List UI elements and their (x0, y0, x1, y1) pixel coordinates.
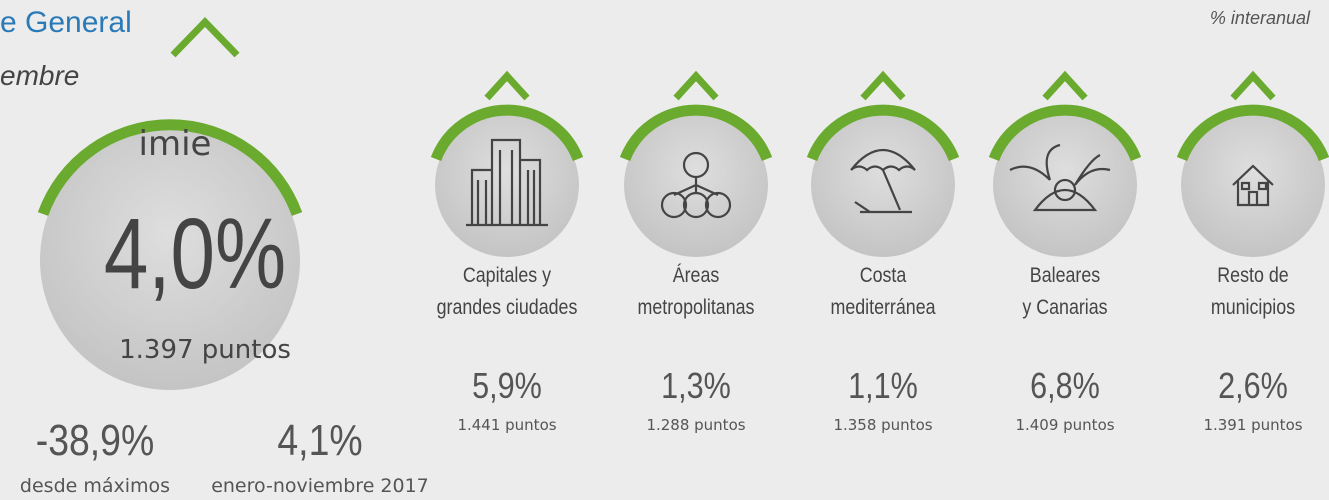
main-value: 4,0% (104, 199, 286, 311)
region-icon (1009, 143, 1111, 212)
region-label: mediterránea (830, 296, 935, 320)
stat-label: desde máximos (20, 475, 170, 497)
regions: Capitales y grandes ciudades 5,9% 1.441 pun… (430, 70, 1329, 434)
up-arrow (1042, 70, 1088, 101)
region-value: 5,9% (472, 367, 542, 407)
region-arc (619, 104, 773, 162)
region-value: 1,3% (661, 367, 731, 407)
stat-value: 4,1% (277, 415, 362, 465)
subtitle: embre (0, 60, 79, 91)
region-label: Baleares (1030, 264, 1101, 288)
region-icon (466, 138, 548, 227)
up-arrow (170, 16, 240, 58)
region-label: municipios (1211, 296, 1295, 320)
region-icon (660, 151, 732, 219)
title: e General (0, 6, 132, 39)
region-label: Áreas (673, 263, 720, 288)
region-arc (806, 104, 960, 162)
region-circle (811, 113, 955, 257)
region-arc (430, 104, 584, 162)
stat-label: enero-noviembre 2017 (211, 475, 429, 497)
up-arrow (484, 70, 530, 101)
region-label: Capitales y (463, 264, 551, 288)
region-circle (993, 113, 1137, 257)
main-indicator: imie 4,0% 1.397 puntos (37, 16, 303, 390)
region-points: 1.288 puntos (646, 416, 745, 434)
main-circle (40, 130, 300, 390)
region-points: 1.358 puntos (833, 416, 932, 434)
region-label: y Canarias (1022, 296, 1107, 320)
up-arrow (1230, 70, 1276, 101)
stat-value: -38,9% (36, 415, 154, 465)
region-label: Resto de (1217, 264, 1288, 288)
stats: -38,9% desde máximos 4,1% enero-noviembre 2… (20, 415, 429, 497)
region-arc (988, 104, 1142, 162)
region-value: 6,8% (1030, 367, 1100, 407)
main-arc (37, 119, 303, 216)
region-points: 1.409 puntos (1015, 416, 1114, 434)
note: % interanual (1210, 8, 1311, 28)
region-label: metropolitanas (638, 296, 755, 320)
region-label: grandes ciudades (437, 296, 578, 320)
region-points: 1.441 puntos (457, 416, 556, 434)
region-points: 1.391 puntos (1203, 416, 1302, 434)
region-label: Costa (860, 264, 907, 288)
region-icon (1232, 164, 1274, 207)
region-icon (850, 148, 916, 214)
region-value: 2,6% (1218, 367, 1288, 407)
logo: imie (139, 124, 212, 164)
region-circle (1181, 113, 1325, 257)
up-arrow (673, 70, 719, 101)
main-points: 1.397 puntos (119, 335, 291, 365)
region-value: 1,1% (848, 367, 918, 407)
region-arc (1176, 104, 1329, 162)
up-arrow (860, 70, 906, 101)
